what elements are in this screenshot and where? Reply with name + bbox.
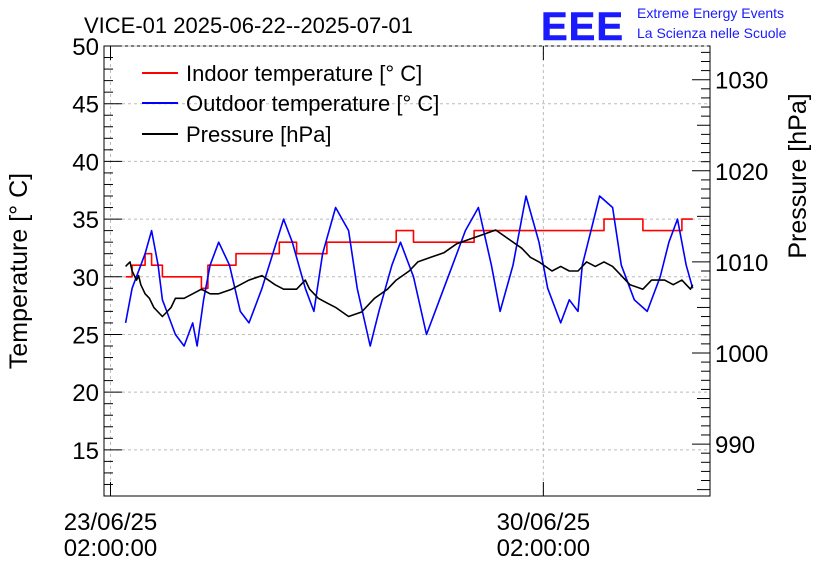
left-tick-label: 35 [72, 207, 99, 234]
x-tick-label-date: 23/06/25 [64, 509, 157, 536]
series-group [124, 195, 694, 347]
logo-line1: Extreme Energy Events [637, 5, 784, 21]
left-tick-label: 20 [72, 380, 99, 407]
chart-title: VICE-01 2025-06-22--2025-07-01 [84, 13, 413, 38]
eee-logo: EEE [541, 5, 624, 49]
left-tick-label: 15 [72, 438, 99, 465]
right-tick-label: 1030 [715, 68, 768, 95]
left-axis-ticks: 15 20 25 30 35 40 45 50 [72, 34, 122, 485]
logo-line2: La Scienza nelle Scuole [637, 25, 787, 41]
right-tick-label: 1020 [715, 159, 768, 186]
left-tick-label: 45 [72, 92, 99, 119]
series-line-2 [125, 229, 694, 318]
legend: Indoor temperature [° C] Outdoor tempera… [142, 61, 439, 147]
legend-label-pressure: Pressure [hPa] [186, 122, 332, 147]
right-tick-label: 1010 [715, 250, 768, 277]
legend-label-outdoor: Outdoor temperature [° C] [186, 91, 439, 116]
legend-label-indoor: Indoor temperature [° C] [186, 61, 422, 86]
right-tick-label: 1000 [715, 341, 768, 368]
y-axis-right-label: Pressure [hPa] [784, 93, 812, 258]
series-line-0 [125, 218, 693, 290]
x-tick-label-date: 30/06/25 [497, 509, 590, 536]
left-tick-label: 40 [72, 149, 99, 176]
left-tick-label: 30 [72, 265, 99, 292]
left-tick-label: 50 [72, 34, 99, 61]
x-tick-label-time: 02:00:00 [64, 535, 157, 562]
y-axis-left-label: Temperature [° C] [5, 173, 33, 369]
series-line-1 [124, 195, 694, 347]
right-tick-label: 990 [715, 432, 755, 459]
x-tick-label-time: 02:00:00 [497, 535, 590, 562]
right-axis-ticks: 990 1000 1010 1020 1030 [692, 51, 768, 491]
left-tick-label: 25 [72, 322, 99, 349]
